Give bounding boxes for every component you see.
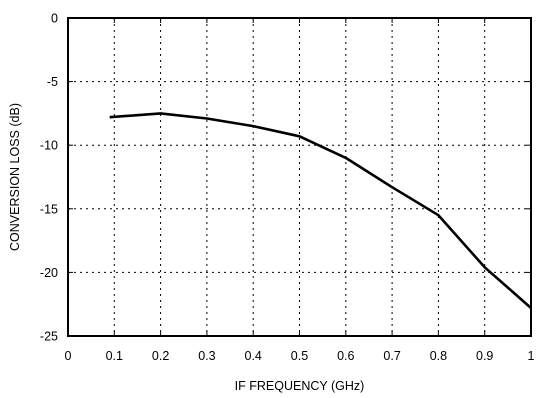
x-tick-label: 0.2 (152, 349, 169, 363)
y-axis-title: CONVERSION LOSS (dB) (8, 103, 22, 251)
series-group (109, 112, 532, 309)
y-tick-label: -25 (40, 330, 58, 344)
x-tick-label: 0.5 (291, 349, 308, 363)
y-tick-label: -20 (40, 266, 58, 280)
y-tick-label: 0 (51, 12, 58, 26)
y-tick-label: -10 (40, 139, 58, 153)
x-tick-label: 0.3 (198, 349, 215, 363)
x-axis-ticks: 0 0.1 0.2 0.3 0.4 0.5 0.6 0.7 0.8 0.9 1 (65, 18, 535, 363)
y-tick-label: -15 (40, 202, 58, 216)
plot-frame (67, 17, 532, 337)
x-tick-label: 0.1 (106, 349, 123, 363)
x-tick-label: 0 (65, 349, 72, 363)
x-axis-title: IF FREQUENCY (GHz) (235, 379, 365, 393)
y-tick-label: -5 (47, 75, 58, 89)
x-tick-label: 0.9 (476, 349, 493, 363)
x-tick-label: 0.7 (383, 349, 400, 363)
x-tick-label: 0.6 (337, 349, 354, 363)
x-tick-label: 0.4 (245, 349, 262, 363)
gridlines (68, 18, 531, 336)
y-axis-ticks: 0 -5 -10 -15 -20 -25 (40, 12, 531, 344)
x-tick-label: 1 (528, 349, 535, 363)
series-line (109, 112, 532, 309)
x-tick-label: 0.8 (430, 349, 447, 363)
